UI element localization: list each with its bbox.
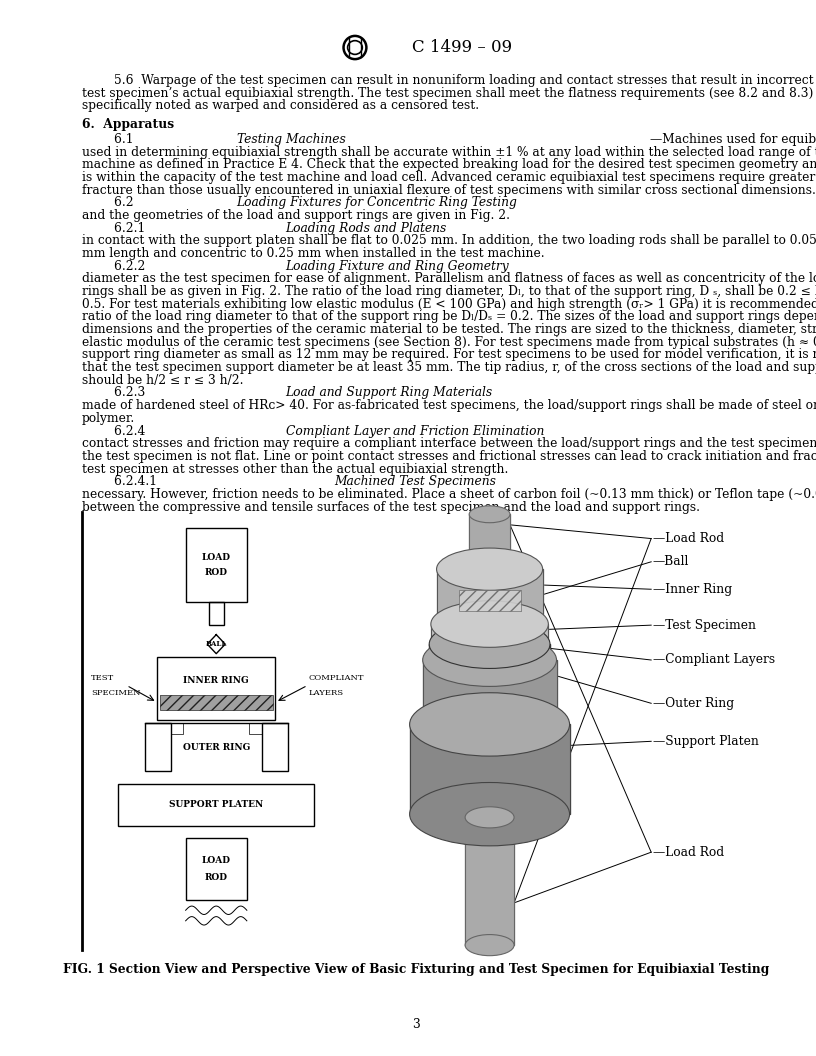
Text: Machined Test Specimens: Machined Test Specimens	[335, 475, 496, 488]
Text: that the test specimen support diameter be at least 35 mm. The tip radius, r, of: that the test specimen support diameter …	[82, 361, 816, 374]
Text: TEST: TEST	[91, 674, 114, 682]
Text: is within the capacity of the test machine and load cell. Advanced ceramic equib: is within the capacity of the test machi…	[82, 171, 816, 184]
Text: 6.2: 6.2	[114, 196, 142, 209]
Text: ROD: ROD	[205, 873, 228, 882]
Bar	[459, 590, 521, 611]
Polygon shape	[469, 514, 510, 578]
Text: the test specimen is not flat. Line or point contact stresses and frictional str: the test specimen is not flat. Line or p…	[82, 450, 816, 463]
Text: dimensions and the properties of the ceramic material to be tested. The rings ar: dimensions and the properties of the cer…	[82, 323, 816, 336]
Text: necessary. However, friction needs to be eliminated. Place a sheet of carbon foi: necessary. However, friction needs to be…	[82, 488, 816, 501]
Ellipse shape	[431, 601, 548, 647]
Text: —Machines used for equibiaxial testing shall conform to the requirements of Prac: —Machines used for equibiaxial testing s…	[650, 133, 816, 146]
Ellipse shape	[423, 634, 557, 686]
Text: polymer.: polymer.	[82, 412, 135, 425]
Ellipse shape	[437, 601, 543, 643]
Text: —Load Rod: —Load Rod	[653, 846, 724, 859]
Text: BALL: BALL	[206, 640, 227, 648]
Text: 6.1: 6.1	[114, 133, 141, 146]
Polygon shape	[465, 817, 514, 945]
Text: made of hardened steel of HRᴄ> 40. For as-fabricated test specimens, the load/su: made of hardened steel of HRᴄ> 40. For a…	[82, 399, 816, 412]
Polygon shape	[429, 644, 550, 657]
Text: test specimen at stresses other than the actual equibiaxial strength.: test specimen at stresses other than the…	[82, 463, 508, 475]
Text: 6.2.4.1: 6.2.4.1	[114, 475, 165, 488]
Ellipse shape	[469, 569, 510, 586]
Text: —Support Platen: —Support Platen	[653, 735, 759, 748]
Text: used in determining equibiaxial strength shall be accurate within ±1 % at any lo: used in determining equibiaxial strength…	[82, 146, 816, 158]
Text: 5.6  Warpage of the test specimen can result in nonuniform loading and contact s: 5.6 Warpage of the test specimen can res…	[114, 74, 816, 87]
Text: COMPLIANT: COMPLIANT	[308, 674, 364, 682]
Bar	[118, 784, 314, 826]
Text: Load and Support Ring Materials: Load and Support Ring Materials	[286, 386, 493, 399]
Text: LOAD: LOAD	[202, 553, 231, 562]
Polygon shape	[423, 660, 557, 721]
Bar	[171, 723, 184, 734]
Text: 6.2.4: 6.2.4	[114, 425, 153, 437]
Text: —Ball: —Ball	[653, 555, 690, 568]
Text: mm length and concentric to 0.25 mm when installed in the test machine.: mm length and concentric to 0.25 mm when…	[82, 247, 544, 260]
Text: ROD: ROD	[205, 568, 228, 577]
Ellipse shape	[465, 935, 514, 956]
Text: should be h/2 ≤ r ≤ 3 h/2.: should be h/2 ≤ r ≤ 3 h/2.	[82, 374, 243, 386]
Ellipse shape	[437, 548, 543, 590]
Text: OUTER RING: OUTER RING	[183, 742, 250, 752]
Text: diameter as the test specimen for ease of alignment. Parallelism and flatness of: diameter as the test specimen for ease o…	[82, 272, 816, 285]
Ellipse shape	[429, 620, 550, 668]
Text: C 1499 – 09: C 1499 – 09	[412, 39, 512, 56]
Text: SPECIMEN: SPECIMEN	[91, 689, 141, 697]
Text: Loading Fixture and Ring Geometry: Loading Fixture and Ring Geometry	[286, 260, 509, 272]
Ellipse shape	[469, 506, 510, 523]
Text: fracture than those usually encountered in uniaxial flexure of test specimens wi: fracture than those usually encountered …	[82, 184, 815, 196]
Text: SUPPORT PLATEN: SUPPORT PLATEN	[169, 800, 264, 809]
Text: ratio of the load ring diameter to that of the support ring be Dₗ/Dₛ = 0.2. The : ratio of the load ring diameter to that …	[82, 310, 816, 323]
Text: Loading Fixtures for Concentric Ring Testing: Loading Fixtures for Concentric Ring Tes…	[237, 196, 517, 209]
Text: INNER RING: INNER RING	[184, 676, 249, 684]
Text: specifically noted as warped and considered as a censored test.: specifically noted as warped and conside…	[82, 99, 479, 112]
Text: 6.2.1: 6.2.1	[114, 222, 153, 234]
Text: support ring diameter as small as 12 mm may be required. For test specimens to b: support ring diameter as small as 12 mm …	[82, 348, 816, 361]
Text: Testing Machines: Testing Machines	[237, 133, 345, 146]
Ellipse shape	[410, 693, 570, 756]
Text: 6.  Apparatus: 6. Apparatus	[82, 118, 174, 131]
Ellipse shape	[423, 695, 557, 748]
Polygon shape	[437, 569, 543, 622]
Bar	[186, 838, 246, 900]
Ellipse shape	[431, 620, 548, 666]
Bar	[145, 723, 171, 771]
Text: test specimen’s actual equibiaxial strength. The test specimen shall meet the fl: test specimen’s actual equibiaxial stren…	[82, 87, 816, 99]
Bar	[160, 695, 273, 710]
Ellipse shape	[410, 782, 570, 846]
Text: —Compliant Layers: —Compliant Layers	[653, 654, 775, 666]
Text: LAYERS: LAYERS	[308, 689, 344, 697]
Text: FIG. 1 Section View and Perspective View of Basic Fixturing and Test Specimen fo: FIG. 1 Section View and Perspective View…	[63, 963, 769, 976]
Bar	[157, 657, 276, 720]
Bar	[250, 723, 261, 734]
Text: elastic modulus of the ceramic test specimens (see Section 8). For test specimen: elastic modulus of the ceramic test spec…	[82, 336, 816, 348]
Text: 6.2.2: 6.2.2	[114, 260, 153, 272]
Text: —Outer Ring: —Outer Ring	[653, 697, 734, 710]
Text: and the geometries of the load and support rings are given in Fig. 2.: and the geometries of the load and suppo…	[82, 209, 510, 222]
Bar	[186, 528, 246, 602]
Text: Compliant Layer and Friction Elimination: Compliant Layer and Friction Elimination	[286, 425, 544, 437]
Text: —Inner Ring: —Inner Ring	[653, 583, 732, 596]
Ellipse shape	[429, 633, 550, 681]
Text: 3: 3	[412, 1018, 420, 1031]
Polygon shape	[431, 624, 548, 643]
Polygon shape	[410, 724, 570, 814]
Text: 6.2.3: 6.2.3	[114, 386, 153, 399]
Text: —Load Rod: —Load Rod	[653, 532, 724, 545]
Text: 0.5. For test materials exhibiting low elastic modulus (E < 100 GPa) and high st: 0.5. For test materials exhibiting low e…	[82, 298, 816, 310]
Text: Loading Rods and Platens: Loading Rods and Platens	[286, 222, 447, 234]
Text: machine as defined in Practice E 4. Check that the expected breaking load for th: machine as defined in Practice E 4. Chec…	[82, 158, 816, 171]
Bar	[209, 602, 224, 625]
Text: contact stresses and friction may require a compliant interface between the load: contact stresses and friction may requir…	[82, 437, 816, 450]
Text: rings shall be as given in Fig. 2. The ratio of the load ring diameter, Dₗ, to t: rings shall be as given in Fig. 2. The r…	[82, 285, 816, 298]
Ellipse shape	[465, 807, 514, 828]
Text: LOAD: LOAD	[202, 856, 231, 865]
Bar	[261, 723, 288, 771]
Text: between the compressive and tensile surfaces of the test specimen and the load a: between the compressive and tensile surf…	[82, 501, 699, 513]
Text: in contact with the support platen shall be flat to 0.025 mm. In addition, the t: in contact with the support platen shall…	[82, 234, 816, 247]
Text: —Test Specimen: —Test Specimen	[653, 619, 756, 631]
